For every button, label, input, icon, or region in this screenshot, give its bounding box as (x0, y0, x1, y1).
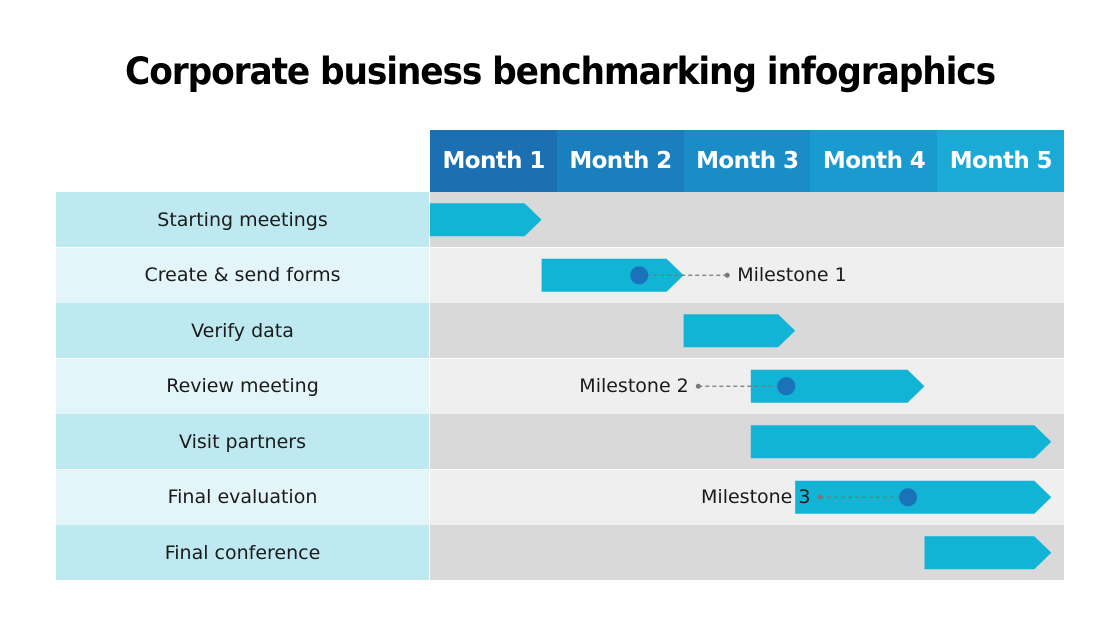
month-header-4: Month 4 (810, 130, 938, 192)
task-row-verify-data (430, 303, 1064, 358)
month-header-2: Month 2 (556, 130, 685, 192)
month-header-3: Month 3 (683, 130, 811, 192)
milestone-label-3: Milestone 3 (701, 486, 811, 509)
month-header-5: Month 5 (937, 130, 1065, 192)
milestone-label-1: Milestone 1 (737, 264, 847, 287)
task-row-create-and-send-forms (430, 247, 1064, 303)
task-row-starting-meetings (430, 192, 1064, 247)
task-label-final-conference: Final conference (56, 525, 429, 580)
task-row-final-conference (430, 525, 1064, 580)
milestone-label-2: Milestone 2 (579, 375, 689, 398)
month-header-1: Month 1 (430, 130, 558, 192)
task-label-review-meeting: Review meeting (56, 358, 429, 414)
task-label-verify-data: Verify data (56, 303, 429, 358)
task-label-create-and-send-forms: Create & send forms (56, 247, 429, 303)
task-label-starting-meetings: Starting meetings (56, 192, 429, 247)
task-label-final-evaluation: Final evaluation (56, 469, 429, 525)
task-label-visit-partners: Visit partners (56, 414, 429, 469)
page-title: Corporate business benchmarking infograp… (125, 50, 996, 93)
task-row-visit-partners (430, 414, 1064, 469)
task-row-review-meeting (430, 358, 1064, 414)
